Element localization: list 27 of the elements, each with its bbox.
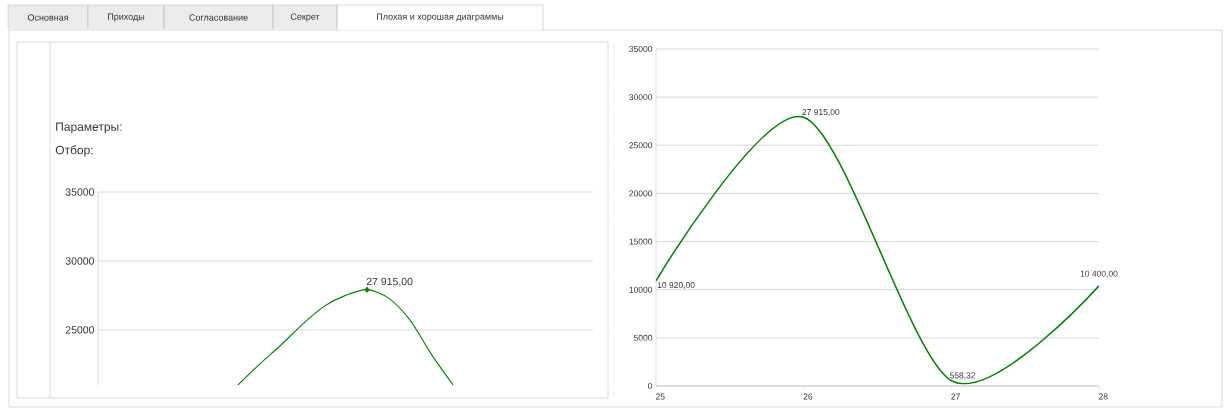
data-label: 10 920,00 <box>657 282 695 290</box>
data-label: 27 915,00 <box>366 277 413 287</box>
text: Приходы <box>108 13 145 22</box>
y-tick-label: 35000 <box>629 45 653 52</box>
x-tick-label: 27 <box>951 393 960 400</box>
y-tick-label: 5000 <box>633 334 653 341</box>
y-tick-label: 30000 <box>65 257 95 265</box>
x-tick-label: 26 <box>803 393 813 400</box>
x-tick-label: 25 <box>655 393 665 400</box>
y-tick-label: 25000 <box>65 326 95 334</box>
y-tick-label: 20000 <box>629 190 653 197</box>
text: Согласование <box>189 14 248 21</box>
text: Секрет <box>290 13 320 22</box>
text: Параметры: <box>56 122 122 134</box>
y-tick-label: 30000 <box>629 94 653 101</box>
y-tick-label: 10000 <box>629 286 653 293</box>
text: Отбор: <box>55 145 93 157</box>
data-label: 27 915,00 <box>802 109 840 117</box>
y-tick-label: 0 <box>648 382 653 389</box>
text: Плохая и хорошая диаграммы <box>377 13 504 22</box>
y-tick-label: 15000 <box>629 238 653 245</box>
data-label: 10 400,00 <box>1080 270 1118 278</box>
y-tick-label: 35000 <box>65 188 95 196</box>
text: Основная <box>27 14 68 21</box>
x-tick-label: 28 <box>1098 393 1108 400</box>
data-label: 558,32 <box>949 372 976 380</box>
y-tick-label: 25000 <box>629 142 653 149</box>
